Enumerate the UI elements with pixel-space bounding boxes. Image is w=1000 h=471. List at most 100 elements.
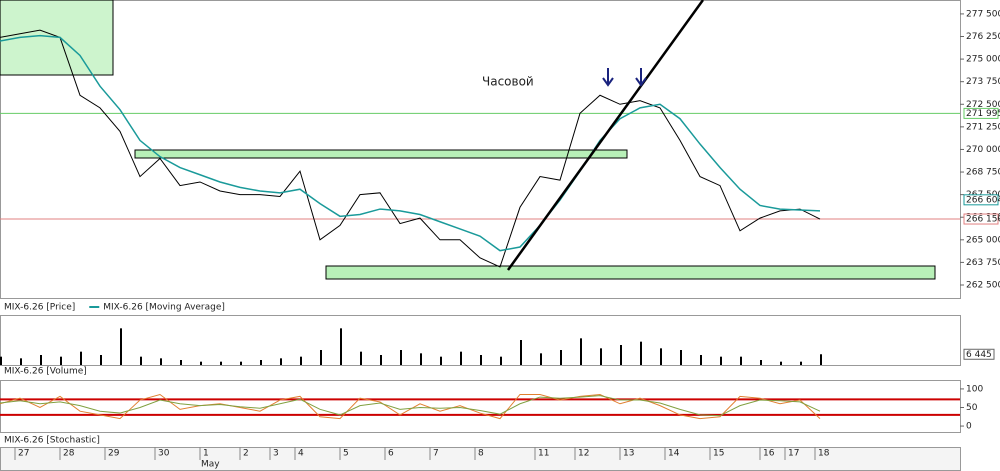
- level-label-box: [963, 213, 999, 225]
- volume-bar: [760, 360, 762, 365]
- x-tick-label: 5: [343, 449, 349, 459]
- x-tick-label: 16: [763, 449, 775, 459]
- volume-bar: [820, 354, 822, 365]
- volume-bar: [60, 356, 62, 365]
- resistance-box: [134, 149, 628, 159]
- volume-bar: [240, 361, 242, 365]
- volume-bar: [80, 351, 82, 365]
- volume-bar: [0, 356, 2, 365]
- y-tick-label: 272 500: [966, 100, 1000, 110]
- volume-bar: [160, 358, 162, 365]
- y-tick-label: 265 000: [966, 235, 1000, 245]
- y-tick-label: 273 750: [966, 77, 1000, 87]
- y-tick-label: 270 000: [966, 145, 1000, 155]
- y-tick-label: 268 750: [966, 168, 1000, 178]
- volume-bar: [520, 340, 522, 365]
- y-tick-label: 271 250: [966, 122, 1000, 132]
- volume-bar: [560, 350, 562, 365]
- volume-bar: [120, 328, 122, 365]
- y-tick-label: 275 000: [966, 55, 1000, 65]
- volume-bar: [680, 350, 682, 365]
- volume-bar: [360, 351, 362, 365]
- volume-bar: [380, 355, 382, 365]
- volume-bar: [700, 355, 702, 365]
- x-tick-label: 29: [108, 449, 120, 459]
- x-tick-label: 8: [478, 449, 484, 459]
- series-line: [0, 34, 821, 252]
- volume-bar: [300, 356, 302, 365]
- volume-bar: [400, 350, 402, 365]
- volume-bar: [620, 345, 622, 365]
- legend-label: MIX-6.26 [Price]: [4, 303, 75, 313]
- level-label: 266 150: [966, 215, 1000, 225]
- trend-line: [506, 0, 705, 271]
- volume-frame: [0, 315, 961, 366]
- arrows: [602, 68, 647, 87]
- x-tick-label: 12: [578, 449, 589, 459]
- support-box: [325, 265, 936, 280]
- last-label-box: [963, 348, 995, 360]
- volume-bar: [720, 356, 722, 365]
- volume-bar: [460, 351, 462, 365]
- y-tick-label: 100: [966, 384, 983, 394]
- volume-bar: [280, 358, 282, 365]
- panel-title: MIX-6.26 [Stochastic]: [4, 436, 100, 446]
- last-label: 6 445: [966, 350, 992, 360]
- volume-bar: [480, 355, 482, 365]
- volume-bar: [600, 348, 602, 365]
- x-tick-label: 11: [538, 449, 549, 459]
- volume-bar: [660, 348, 662, 365]
- y-tick-label: 262 500: [966, 280, 1000, 290]
- legend-label: MIX-6.26 [Moving Average]: [103, 303, 225, 313]
- month-label: May: [201, 460, 220, 470]
- x-tick-label: 30: [158, 449, 170, 459]
- volume-bar: [100, 355, 102, 365]
- level-label: 271 995: [966, 109, 1000, 119]
- volume-bar: [40, 355, 42, 365]
- x-tick-label: 6: [388, 449, 394, 459]
- panel-title: MIX-6.26 [Volume]: [4, 367, 87, 377]
- x-tick-label: 7: [433, 449, 439, 459]
- series-line: [0, 29, 821, 268]
- x-tick-label: 18: [818, 449, 830, 459]
- volume-bar: [640, 341, 642, 365]
- x-tick-label: 4: [298, 449, 304, 459]
- volume-bar: [780, 361, 782, 365]
- volume-bar: [340, 328, 342, 365]
- y-tick-label: 0: [966, 422, 972, 432]
- y-tick-label: 276 250: [966, 32, 1000, 42]
- volume-bar: [740, 356, 742, 365]
- annotation: Часовой: [482, 75, 534, 89]
- volume-bar: [20, 358, 22, 365]
- volume-bar: [260, 360, 262, 365]
- y-tick-label: 277 500: [966, 9, 1000, 19]
- last-label: 266 604: [966, 195, 1000, 205]
- level-label-box: [963, 107, 999, 119]
- volume-bar: [580, 338, 582, 365]
- series-line: [0, 395, 821, 417]
- volume-bar: [220, 361, 222, 365]
- x-tick-label: 14: [668, 449, 680, 459]
- y-tick-label: 50: [966, 403, 978, 413]
- volume-bar: [320, 350, 322, 365]
- x-tick-label: 2: [243, 449, 249, 459]
- volume-bar: [500, 356, 502, 365]
- x-tick-label: 27: [18, 449, 29, 459]
- x-tick-label: 28: [63, 449, 75, 459]
- volume-bar: [140, 356, 142, 365]
- x-tick-label: 15: [713, 449, 724, 459]
- volume-bar: [420, 353, 422, 365]
- volume-bar: [200, 361, 202, 365]
- last-label-box: [963, 194, 999, 206]
- volume-bar: [800, 361, 802, 365]
- x-tick-label: 3: [273, 449, 279, 459]
- volume-bar: [540, 353, 542, 365]
- volume-bar: [440, 356, 442, 365]
- stochastic-frame: [0, 380, 961, 433]
- x-tick-label: 1: [203, 449, 209, 459]
- x-tick-label: 17: [788, 449, 799, 459]
- series-line: [0, 393, 821, 420]
- y-tick-label: 263 750: [966, 258, 1000, 268]
